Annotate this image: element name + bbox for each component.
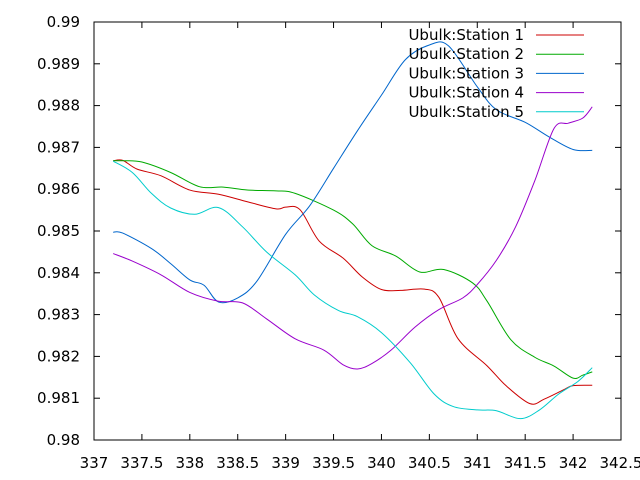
y-tick-label: 0.985: [37, 222, 80, 240]
x-tick-label: 339: [271, 454, 300, 472]
legend-label-station-2: Ubulk:Station 2: [408, 45, 524, 63]
y-tick-label: 0.99: [47, 13, 80, 31]
y-tick-label: 0.986: [37, 180, 80, 198]
plot-frame: [93, 21, 622, 441]
x-tick-label: 338: [175, 454, 204, 472]
y-tick-label: 0.984: [37, 264, 80, 282]
y-tick-label: 0.981: [37, 389, 80, 407]
y-tick-label: 0.982: [37, 347, 80, 365]
series-line-station-5: [112, 160, 593, 420]
y-tick-label: 0.987: [37, 138, 80, 156]
x-tick-label: 342: [559, 454, 588, 472]
y-tick-label: 0.983: [37, 306, 80, 324]
x-tick-label: 337.5: [120, 454, 163, 472]
x-tick-label: 339.5: [312, 454, 355, 472]
series-line-station-2: [113, 160, 593, 379]
series-line-station-1: [113, 159, 593, 405]
axis-ticks: [93, 21, 622, 441]
legend-label-station-5: Ubulk:Station 5: [408, 103, 524, 121]
legend-label-station-4: Ubulk:Station 4: [408, 84, 524, 102]
legend-label-station-3: Ubulk:Station 3: [408, 64, 524, 82]
y-tick-label: 0.989: [37, 55, 80, 73]
series-line-station-3: [113, 41, 593, 304]
x-tick-label: 341: [463, 454, 492, 472]
x-tick-label: 338.5: [216, 454, 259, 472]
y-tick-labels: 0.98 0.981 0.982 0.983 0.984 0.985 0.986 0.987 0…: [37, 13, 80, 449]
y-tick-label: 0.988: [37, 97, 80, 115]
legend-label-station-1: Ubulk:Station 1: [408, 26, 524, 44]
x-tick-label: 341.5: [504, 454, 547, 472]
series-line-station-4: [112, 106, 593, 370]
x-tick-label: 340.5: [408, 454, 451, 472]
x-tick-label: 340: [367, 454, 396, 472]
x-tick-label: 342.5: [600, 454, 640, 472]
x-tick-labels: 337 337.5 338 338.5 339 339.5 340 340.5 341 341.5…: [80, 454, 640, 472]
x-tick-label: 337: [80, 454, 109, 472]
series-lines: [112, 41, 593, 420]
y-tick-label: 0.98: [47, 431, 80, 449]
